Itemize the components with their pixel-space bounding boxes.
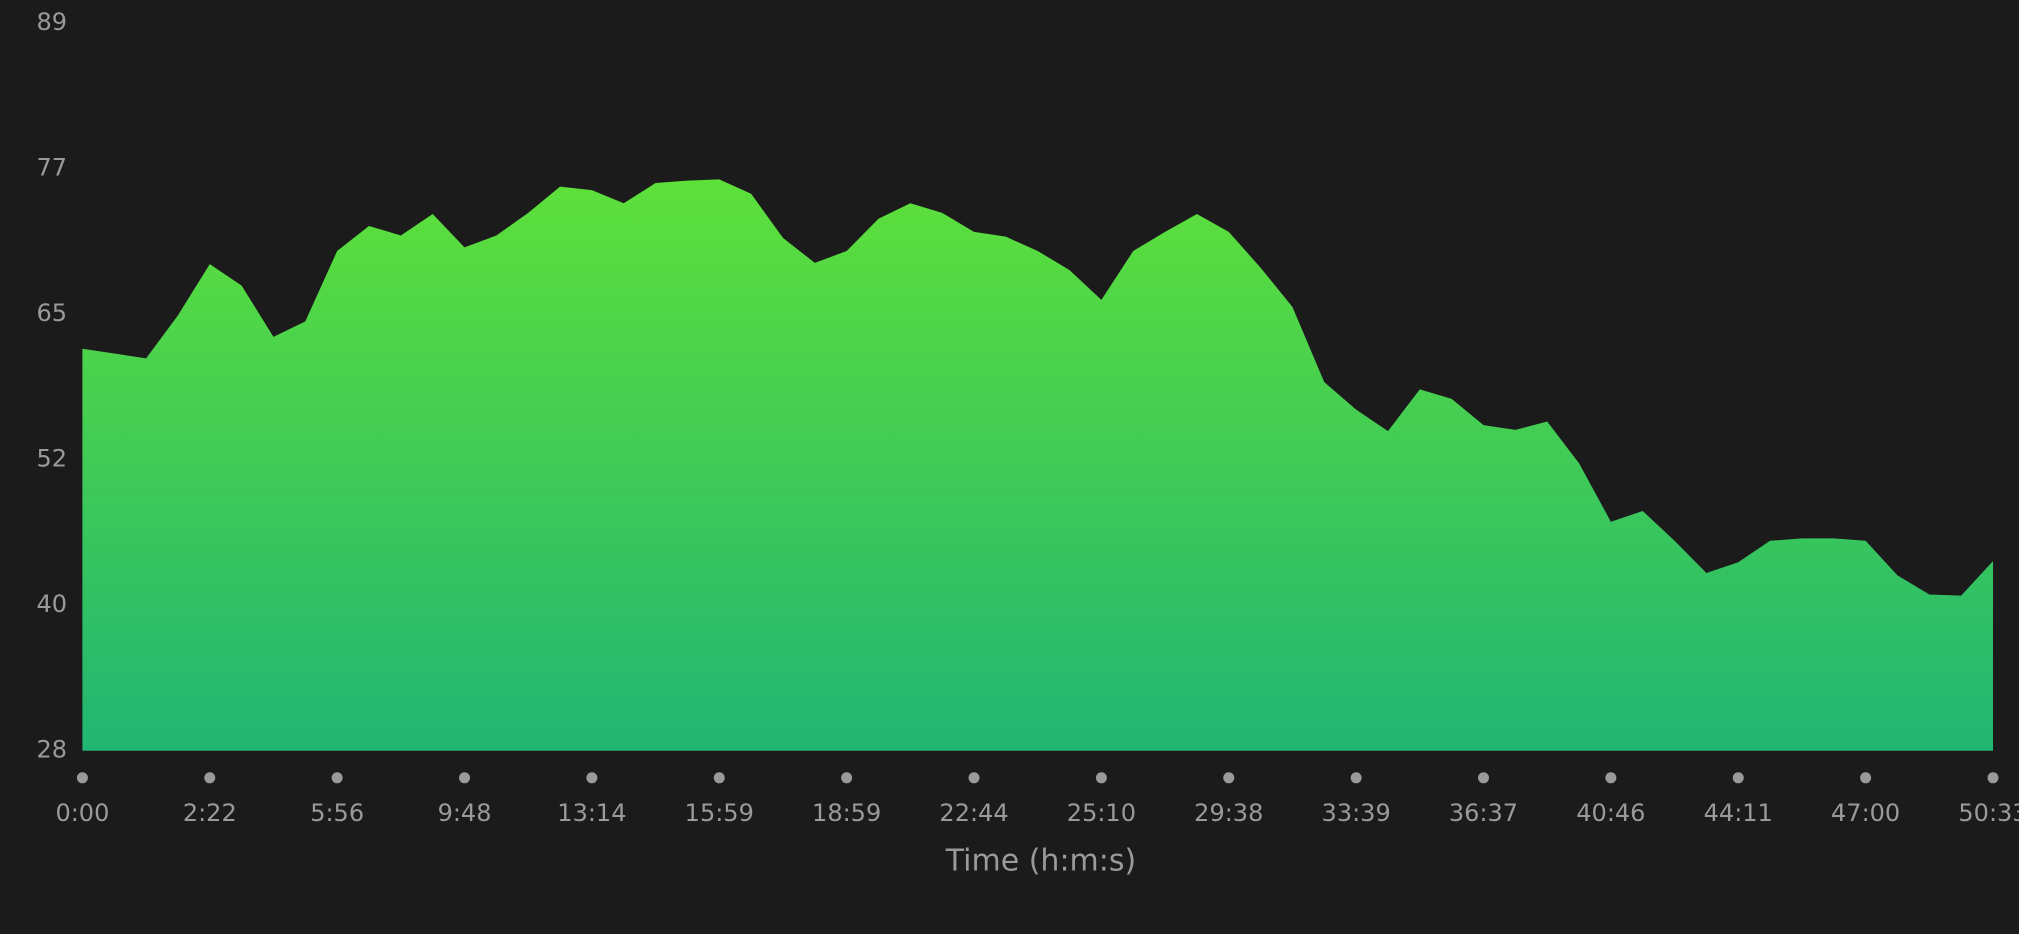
y-tick-label: 89 [36, 8, 67, 36]
x-tick-label: 25:10 [1067, 799, 1136, 827]
x-tick-label: 9:48 [438, 799, 492, 827]
x-tick-label: 2:22 [183, 799, 237, 827]
area [82, 179, 1993, 751]
y-tick-label: 52 [36, 445, 67, 473]
x-tick-dot [1605, 772, 1617, 784]
y-tick-label: 28 [36, 736, 67, 764]
x-tick-dot [1478, 772, 1490, 784]
x-tick-dot [1223, 772, 1235, 784]
x-axis-title: Time (h:m:s) [945, 844, 1136, 879]
x-tick-dot [1860, 772, 1872, 784]
x-tick-dot [204, 772, 216, 784]
x-tick-dot [1095, 772, 1107, 784]
x-tick-label: 5:56 [310, 799, 364, 827]
x-tick-dot [586, 772, 598, 784]
x-tick-label: 29:38 [1194, 799, 1263, 827]
x-tick-dot [713, 772, 725, 784]
x-tick-dot [1987, 772, 1999, 784]
x-tick-label: 47:00 [1831, 799, 1900, 827]
x-tick-label: 50:33 [1958, 799, 2019, 827]
x-tick-dot [968, 772, 980, 784]
x-tick-dot [331, 772, 343, 784]
x-tick-dot [1350, 772, 1362, 784]
x-tick-label: 0:00 [55, 799, 109, 827]
x-tick-label: 36:37 [1449, 799, 1518, 827]
x-tick-label: 18:59 [812, 799, 881, 827]
x-tick-dot [1732, 772, 1744, 784]
x-tick-label: 13:14 [557, 799, 626, 827]
x-tick-dot [459, 772, 471, 784]
y-tick-label: 77 [36, 154, 67, 182]
x-tick-dot [76, 772, 88, 784]
x-tick-label: 40:46 [1576, 799, 1645, 827]
x-tick-label: 44:11 [1704, 799, 1773, 827]
x-tick-dot [841, 772, 853, 784]
x-tick-label: 22:44 [939, 799, 1008, 827]
x-tick-label: 15:59 [685, 799, 754, 827]
y-tick-label: 65 [36, 299, 67, 327]
y-tick-label: 40 [36, 590, 67, 618]
x-tick-label: 33:39 [1322, 799, 1391, 827]
